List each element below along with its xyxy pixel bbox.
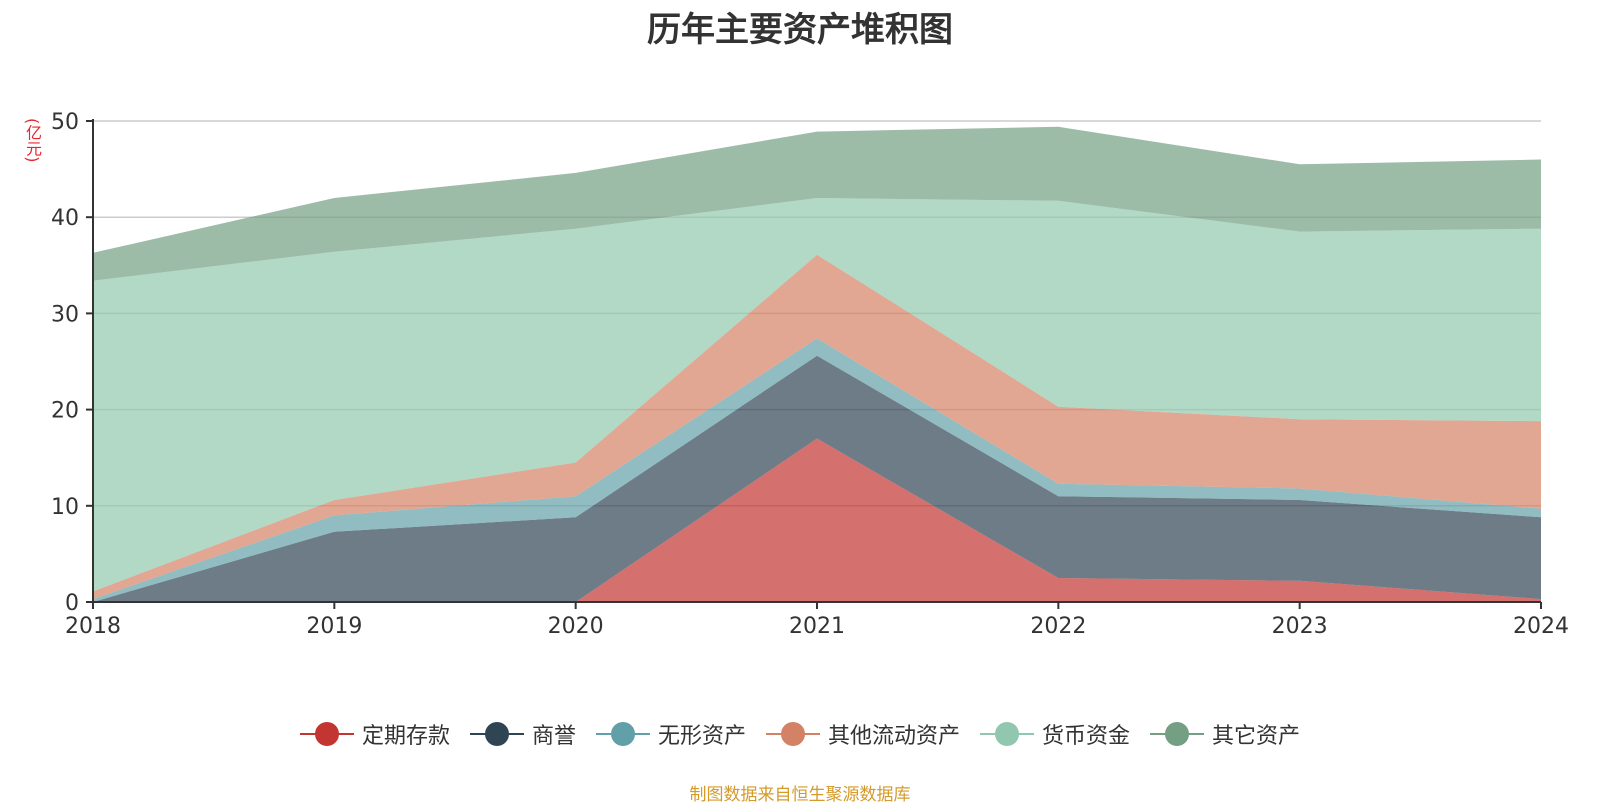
source-note: 制图数据来自恒生聚源数据库 [689,785,911,805]
area-series-6[interactable] [93,126,1541,281]
legend-marker-icon [766,722,820,746]
legend-label: 货币资金 [1042,724,1131,749]
x-tick-label: 2020 [548,614,604,639]
y-tick-label: 30 [51,302,79,327]
stacked-area-chart: 0 10 20 30 40 50 2018 2019 2020 2021 2022 2023 2024 [51,110,1569,639]
legend-label: 定期存款 [361,724,450,749]
legend-label: 其他流动资产 [828,724,961,749]
chart-title: 历年主要资产堆积图 [647,10,953,50]
legend-marker-icon [595,722,650,746]
x-tick-label: 2022 [1030,614,1086,639]
legend-marker-icon [1150,722,1205,746]
area-series-2[interactable] [93,355,1541,602]
legend-marker-icon [299,722,354,746]
legend-item-2[interactable]: 商誉 [469,718,576,750]
legend-label: 无形资产 [657,724,746,749]
area-series-4[interactable] [93,254,1541,600]
y-tick-label: 20 [51,399,79,424]
x-tick-label: 2021 [789,614,845,639]
x-tick-label: 2024 [1513,614,1569,639]
legend-marker-icon [980,722,1035,746]
legend-item-6[interactable]: 其它资产 [1150,718,1300,750]
x-tick-label: 2023 [1272,614,1328,639]
y-axis-unit: (亿元) [23,118,42,163]
legend-marker-icon [469,722,524,746]
legend-label: 其它资产 [1212,724,1301,749]
y-tick-label: 0 [65,591,79,616]
axes: 0 10 20 30 40 50 2018 2019 2020 2021 2022 2023 2024 [51,110,1569,639]
area-series-1[interactable] [93,438,1541,603]
x-tick-label: 2018 [65,614,121,639]
x-tick-label: 2019 [306,614,362,639]
legend-item-4[interactable]: 其他流动资产 [766,718,960,750]
legend-item-5[interactable]: 货币资金 [980,718,1130,750]
area-series-5[interactable] [93,198,1541,592]
legend-item-1[interactable]: 定期存款 [299,718,450,750]
legend-label: 商誉 [531,724,576,749]
legend: 定期存款 商誉 无形资产 其他流动资产 货币资金 其它资产 [0,718,1600,750]
area-series [93,126,1541,603]
legend-item-3[interactable]: 无形资产 [595,718,746,750]
y-tick-label: 10 [51,495,79,520]
y-tick-label: 40 [51,206,79,231]
y-tick-label: 50 [51,110,79,135]
